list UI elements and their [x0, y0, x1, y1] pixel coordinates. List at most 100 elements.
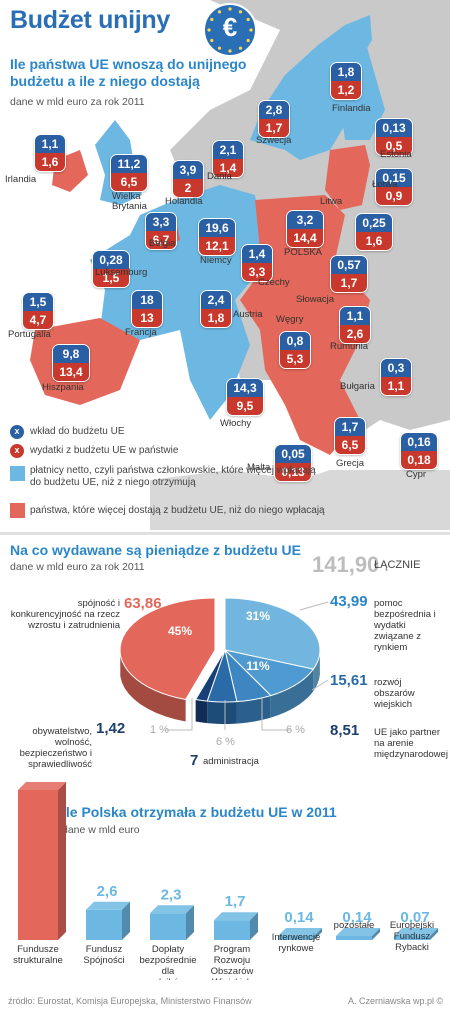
badge-wielka-brytania: 11,2 6,5	[110, 154, 148, 192]
badge-contribution: 1,4	[242, 245, 272, 263]
pie-label-admin: administracja	[203, 756, 259, 767]
badge-contribution: 1,7	[335, 418, 365, 436]
pie-leader-line	[311, 679, 329, 691]
bar-top-1	[86, 901, 130, 910]
badge-lotwa: 0,15 0,9	[375, 168, 413, 206]
eu-star-icon	[217, 46, 222, 50]
page-title: Budżet unijny	[10, 6, 170, 34]
eu-star-icon	[238, 46, 243, 50]
badge-polska: 3,2 14,4	[286, 210, 324, 248]
pie-slice-4	[194, 649, 226, 702]
badge-holandia: 3,9 2	[172, 160, 204, 198]
badge-luksemburg: 0,28 1,5	[92, 250, 130, 288]
badge-contribution: 0,16	[401, 433, 437, 451]
author-credit: A. Czerniawska wp.pl ©	[348, 996, 444, 1006]
legend-expenditure-label: wydatki z budżetu UE w państwie	[30, 445, 179, 456]
eu-star-icon	[246, 38, 250, 43]
badge-expenditure: 1,5	[93, 269, 129, 287]
badge-grecja: 1,7 6,5	[334, 417, 366, 455]
pie-side-4	[195, 699, 208, 724]
legend-net-payer-label: płatnicy netto, czyli państwa członkowsk…	[30, 465, 316, 488]
pie-slice-1	[223, 649, 315, 697]
badge-contribution: 1,5	[23, 293, 53, 311]
country-name-slowacja: Słowacja	[296, 294, 335, 305]
pie-pct-label-5: 45%	[168, 624, 192, 638]
pie-label-rural: rozwój obszarów wiejskich	[374, 677, 415, 710]
badge-contribution: 19,6	[199, 219, 235, 237]
country-name-polska: POLSKA	[284, 247, 323, 258]
badge-expenditure: 1,4	[213, 159, 243, 177]
eu-star-icon	[246, 17, 250, 22]
country-name-czechy: Czechy	[258, 277, 290, 288]
country-name-austria: Austria	[233, 309, 263, 320]
badge-expenditure: 2	[173, 179, 203, 197]
country-name-szwecja: Szwecja	[256, 135, 292, 146]
pie-pct-citizenship: 1 %	[150, 724, 169, 736]
badge-expenditure: 14,4	[287, 229, 323, 247]
badge-contribution: 2,1	[213, 141, 243, 159]
badge-expenditure: 0,5	[376, 137, 412, 155]
badge-contribution: 18	[132, 291, 162, 309]
pie-slice-3	[206, 648, 238, 703]
badge-expenditure: 1,1	[381, 377, 411, 395]
bar-side-5	[372, 928, 380, 940]
bar-side-2	[186, 905, 194, 940]
bar-top-2	[150, 905, 194, 914]
badge-contribution: 14,3	[227, 379, 263, 397]
bar-side-0	[58, 782, 66, 940]
bar-top-3	[214, 912, 258, 921]
country-name-dania: Dania	[207, 171, 232, 182]
eu-star-icon	[228, 7, 232, 11]
country-name-niemcy: Niemcy	[200, 255, 232, 266]
bar-subtitle: dane w mld euro	[62, 824, 140, 836]
pie-value-citizenship: 1,42	[96, 720, 126, 737]
badge-litwa: 0,25 1,6	[355, 213, 393, 251]
badge-expenditure: 9,5	[227, 397, 263, 415]
badge-contribution: 3,3	[146, 213, 176, 231]
badge-slowacja: 0,57 1,7	[330, 255, 368, 293]
country-name-holandia: Holandia	[165, 196, 203, 207]
source-note: źródło: Eurostat, Komisja Europejska, Mi…	[8, 996, 252, 1006]
map-subtitle: dane w mld euro za rok 2011	[10, 96, 145, 108]
badge-contribution: 0,8	[280, 332, 310, 350]
section-divider	[0, 532, 450, 535]
badge-wegry: 0,8 5,3	[279, 331, 311, 369]
pie-heading: Na co wydawane są pieniądze z budżetu UE	[10, 542, 301, 558]
bar-1	[86, 909, 122, 940]
country-name-litwa: Litwa	[320, 196, 343, 207]
badge-expenditure: 5,3	[280, 350, 310, 368]
pie-slice-2	[224, 648, 272, 703]
pie-chart: 31% 11% 45%	[119, 597, 329, 731]
badge-portugalia: 1,5 4,7	[22, 292, 54, 330]
country-name-wegry: Węgry	[276, 314, 304, 325]
country-name-grecja: Grecja	[336, 458, 364, 469]
badge-wlochy: 14,3 9,5	[226, 378, 264, 416]
bar-label-3: ProgramRozwojuObszarówWiejskich	[211, 944, 254, 980]
pie-leader-line	[165, 698, 193, 731]
pie-subtitle: dane w mld euro za rok 2011	[10, 561, 145, 573]
legend-contribution-marker: x	[10, 425, 24, 439]
country-name-wielka-brytania: Wielka Brytania	[112, 191, 147, 212]
country-name-wlochy: Włochy	[220, 418, 252, 429]
badge-bulgaria: 0,3 1,1	[380, 358, 412, 396]
badge-contribution: 0,57	[331, 256, 367, 274]
country-name-portugalia: Portugalia	[8, 329, 51, 340]
legend-contribution-label: wkład do budżetu UE	[30, 426, 125, 437]
badge-contribution: 0,13	[376, 119, 412, 137]
bar-side-3	[250, 912, 258, 940]
pie-pct-label-1: 11%	[246, 659, 270, 673]
bar-0	[18, 790, 58, 940]
country-name-finlandia: Finlandia	[332, 103, 371, 114]
legend-net-receiver-swatch	[10, 503, 25, 518]
country-name-rumunia: Rumunia	[330, 341, 369, 352]
badge-expenditure: 13	[132, 309, 162, 327]
bar-top-6	[394, 928, 438, 936]
badge-contribution: 9,8	[53, 345, 89, 363]
bar-value-1: 2,6	[97, 883, 118, 900]
bar-label-1: Fundusz Spójności	[83, 944, 124, 966]
badge-expenditure: 6,5	[111, 173, 147, 191]
badge-contribution: 0,3	[381, 359, 411, 377]
country-name-cypr: Cypr	[406, 469, 427, 480]
country-name-luksemburg: Luksemburg	[95, 267, 148, 278]
